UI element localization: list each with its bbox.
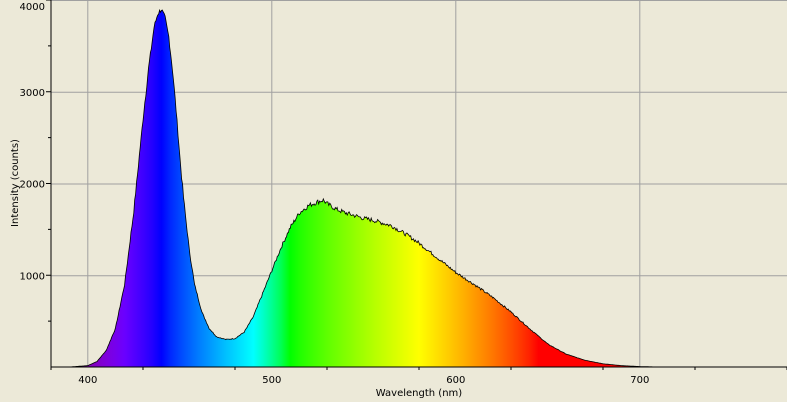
x-axis-title: Wavelength (nm) (376, 388, 462, 399)
x-tick-label-400: 400 (78, 375, 97, 386)
y-axis-title: Intensity (counts) (10, 139, 21, 227)
x-tick-label-500: 500 (262, 375, 281, 386)
y-tick-label-4000: 4000 (20, 2, 45, 13)
y-tick-label-3000: 3000 (20, 88, 45, 99)
y-tick-label-2000: 2000 (20, 180, 45, 191)
tick-labels: 400 500 600 700 1000 2000 3000 4000 (20, 2, 650, 386)
spectrum-line (51, 8, 787, 367)
x-tick-label-700: 700 (630, 375, 649, 386)
y-tick-label-1000: 1000 (20, 271, 45, 282)
spectrum-area (51, 10, 787, 367)
grid-lines (51, 0, 787, 367)
axis-ticks (46, 0, 787, 370)
x-tick-label-600: 600 (446, 375, 465, 386)
